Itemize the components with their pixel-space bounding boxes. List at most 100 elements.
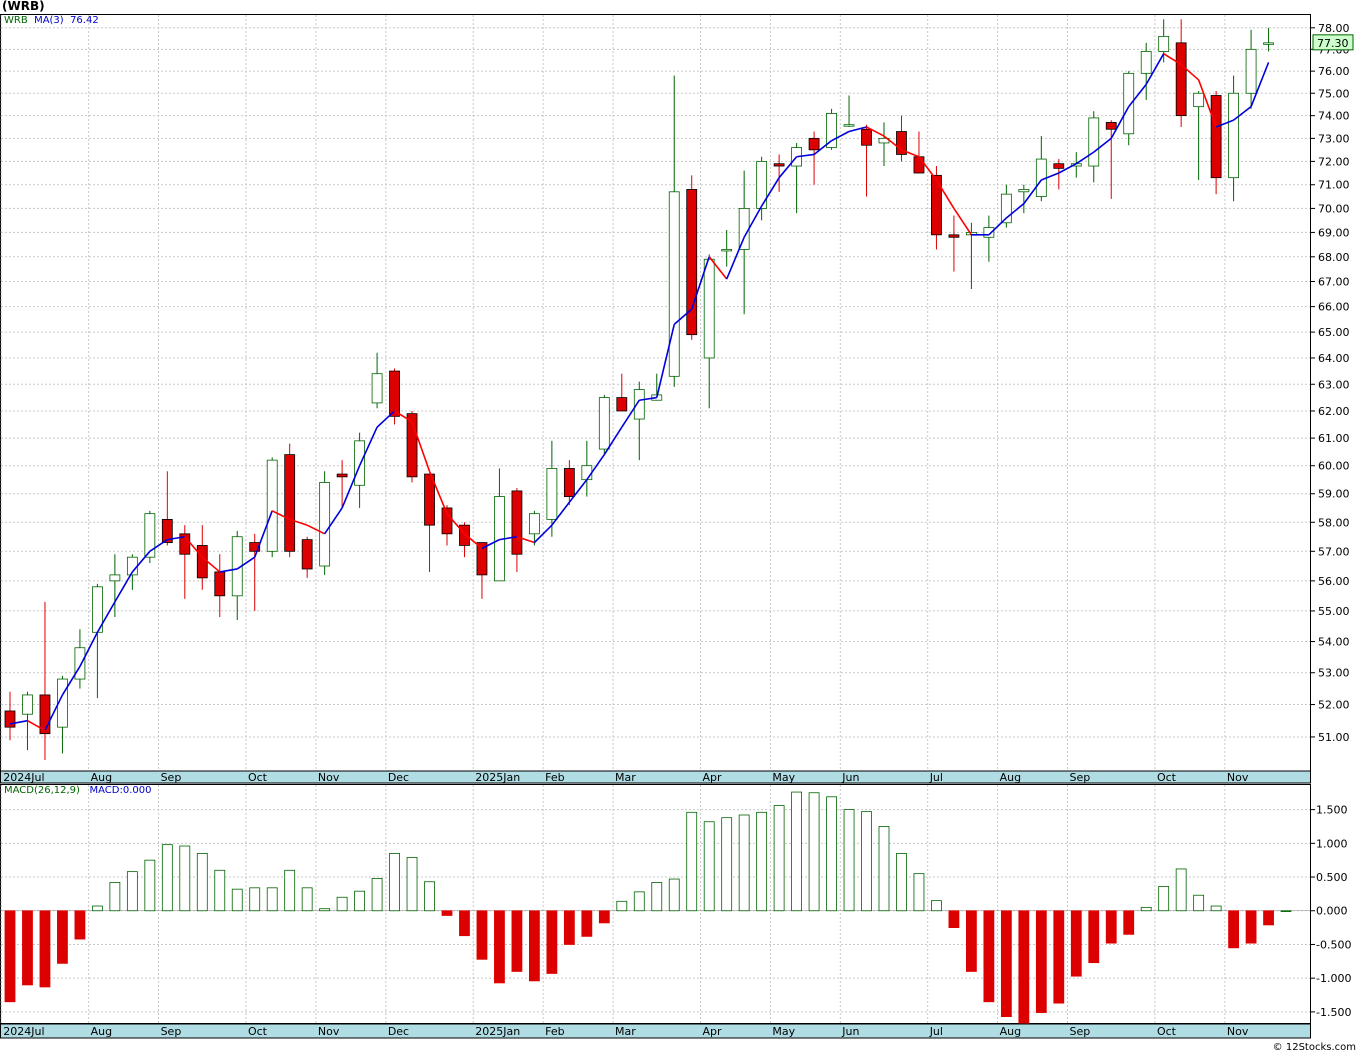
price-y-tick-label: 64.00 — [1318, 352, 1350, 365]
candle — [529, 510, 540, 546]
macd-bar — [301, 887, 313, 912]
macd-bar — [598, 910, 610, 924]
macd-bar — [39, 910, 51, 988]
ma3-segment — [516, 535, 535, 544]
candle-body — [336, 473, 348, 478]
macd-legend: MACD(26,12,9) MACD:0.000 — [4, 785, 151, 796]
candle-body — [721, 249, 733, 252]
price-y-tick-label: 55.00 — [1318, 605, 1350, 618]
ma3-segment — [289, 518, 308, 526]
price-x-tick-label: Nov — [318, 771, 340, 784]
price-y-tick-label: 75.00 — [1318, 87, 1350, 100]
candle-body — [406, 413, 418, 478]
ma3-segment — [1250, 62, 1270, 107]
macd-bar — [1070, 910, 1082, 977]
macd-bar — [1245, 910, 1257, 944]
credit-text: © 12Stocks.com — [1272, 1042, 1356, 1053]
candle-body — [22, 694, 33, 715]
ma3-segment — [586, 454, 605, 481]
macd-bar — [494, 910, 505, 984]
ma3-segment — [219, 568, 238, 573]
price-x-tick-label: Aug — [91, 771, 112, 784]
ma3-segment — [394, 410, 413, 423]
price-y-tick-label: 56.00 — [1318, 575, 1350, 588]
macd-bar — [424, 881, 435, 912]
price-x-tick-label: Apr — [702, 771, 722, 784]
macd-bar — [529, 910, 540, 982]
ma3-segment — [725, 236, 745, 280]
macd-bar — [74, 910, 86, 940]
price-x-tick-label: Dec — [388, 771, 409, 784]
ma3-segment — [760, 177, 780, 207]
macd-bar — [1088, 910, 1100, 964]
candle-body — [424, 473, 435, 526]
ma3-segment — [446, 513, 466, 535]
candle-body — [948, 234, 960, 238]
ma3-segment — [499, 535, 518, 541]
candle-body — [109, 574, 121, 582]
candle — [389, 368, 400, 425]
price-y-tick-label: 59.00 — [1318, 488, 1350, 501]
ma3-segment — [901, 149, 920, 158]
price-y-tick-label: 72.00 — [1318, 155, 1350, 168]
candle — [39, 601, 51, 761]
macd-bar — [1193, 894, 1205, 912]
price-x-tick-label: May — [772, 771, 795, 784]
price-y-tick-label: 73.00 — [1318, 132, 1350, 145]
candle-body — [179, 533, 191, 555]
candle-body — [161, 519, 173, 543]
candle — [249, 533, 261, 611]
candle-body — [144, 513, 156, 558]
ma3-segment — [831, 130, 850, 142]
candle-body — [808, 137, 820, 151]
macd-bar — [126, 871, 138, 912]
candle-body — [598, 397, 610, 450]
candle — [983, 215, 995, 262]
candle-body — [1140, 51, 1152, 74]
macd-x-tick-label: Sep — [161, 1025, 182, 1038]
price-candles — [4, 19, 1274, 761]
price-x-tick-label: Jul — [929, 771, 943, 784]
price-y-tick-label: 68.00 — [1318, 251, 1350, 264]
ma3-segment — [1093, 137, 1112, 153]
candle-body — [703, 258, 715, 359]
price-y-tick-label: 53.00 — [1318, 667, 1350, 680]
price-y-tick-label: 61.00 — [1318, 432, 1350, 445]
price-y-tick-label: 70.00 — [1318, 202, 1350, 215]
macd-bar — [1280, 910, 1292, 912]
candle — [1263, 27, 1274, 52]
macd-bar — [354, 890, 366, 912]
candle — [301, 536, 313, 578]
macd-bar — [1175, 868, 1187, 912]
macd-bar — [319, 908, 331, 912]
candle — [371, 352, 383, 409]
legend-macd-label: MACD(26,12,9) — [4, 785, 80, 796]
price-y-tick-label: 69.00 — [1318, 226, 1350, 239]
macd-x-tick-label: 2025Jan — [475, 1025, 520, 1038]
candle-body — [1245, 48, 1257, 94]
macd-y-tick-label: 1.000 — [1316, 837, 1348, 850]
macd-bar — [1228, 910, 1239, 949]
ma3-segment — [61, 666, 81, 696]
candle-body — [249, 542, 261, 552]
macd-y-axis: -1.500 -1.000 -0.500 0.000 0.500 1.000 1.500 — [1310, 804, 1351, 1019]
ma3-segment — [568, 479, 588, 503]
candle — [546, 440, 558, 537]
price-y-tick-label: 65.00 — [1318, 326, 1350, 339]
macd-bar — [214, 869, 226, 912]
candle-body — [511, 490, 523, 555]
candle-body — [1123, 72, 1135, 135]
macd-x-tick-label: Oct — [248, 1025, 268, 1038]
candle — [1105, 120, 1117, 199]
legend-ma-value: 76.42 — [70, 15, 99, 26]
macd-bar — [109, 882, 121, 912]
macd-x-tick-label: Mar — [615, 1025, 636, 1038]
candle — [1018, 184, 1030, 214]
candle-body — [1210, 95, 1222, 179]
legend-symbol: WRB — [4, 15, 28, 26]
candle — [1193, 91, 1205, 181]
ma3-segment — [533, 524, 553, 544]
legend-ma-label: MA(3) — [34, 15, 64, 26]
macd-x-tick-label: 2024Jul — [3, 1025, 44, 1038]
candle — [756, 156, 768, 221]
